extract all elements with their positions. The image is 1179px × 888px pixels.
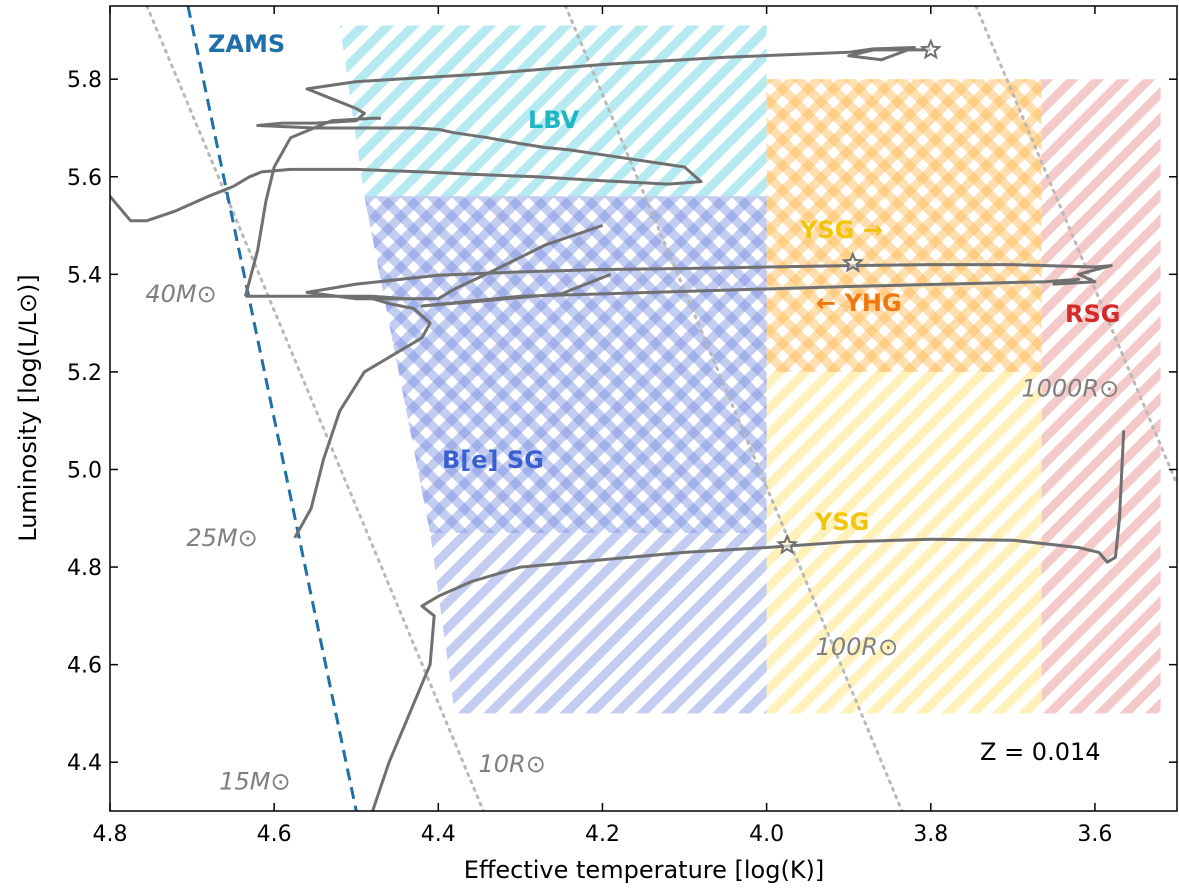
region-label-be-sg: B[e] SG <box>442 446 544 474</box>
plot-frame <box>109 5 1178 812</box>
x-tick-label: 4.0 <box>749 822 784 847</box>
star-marker <box>776 533 799 555</box>
zams-line <box>186 6 358 811</box>
region-yhg-crosshatch <box>766 79 1042 372</box>
mass-label: 15M⊙ <box>219 768 290 796</box>
track-segment-0 <box>110 46 931 223</box>
x-tick-label: 4.8 <box>93 822 128 847</box>
radius-line-2 <box>974 6 1177 486</box>
x-tick-label: 4.4 <box>421 822 456 847</box>
radius-line-1 <box>564 6 904 811</box>
star-marker <box>841 251 864 273</box>
y-tick-label: 5.8 <box>67 68 102 93</box>
region-label-yhg: ← YHG <box>816 289 902 317</box>
region-label-rsg: RSG <box>1065 300 1120 328</box>
region-label-ysg-upper: YSG → <box>799 216 883 244</box>
y-tick-label: 5.2 <box>67 361 102 386</box>
radius-line-0 <box>145 6 485 811</box>
region-b-e-sg-crosshatch <box>364 196 767 533</box>
radius-label: 10R⊙ <box>479 750 546 778</box>
star-marker <box>919 38 942 60</box>
region-rsg <box>1041 79 1161 714</box>
track-segment-4 <box>293 297 432 539</box>
mass-label: 25M⊙ <box>186 524 257 552</box>
x-tick-label: 3.8 <box>913 822 948 847</box>
y-tick-label: 4.4 <box>67 751 102 776</box>
region-lbv <box>339 25 767 197</box>
radius-label: 100R⊙ <box>816 633 899 661</box>
x-tick-label: 3.6 <box>1077 822 1112 847</box>
track-segment-5 <box>371 430 1126 811</box>
mass-label: 40M⊙ <box>145 280 216 308</box>
y-tick-label: 5.6 <box>67 166 102 191</box>
y-tick-label: 5.4 <box>67 263 102 288</box>
region-ysg <box>766 371 1042 714</box>
x-tick-label: 4.2 <box>585 822 620 847</box>
zams-label: ZAMS <box>208 30 285 58</box>
y-axis-title: Luminosity [log(L/L⊙)] <box>14 274 42 542</box>
region-label-ysg-lower: YSG <box>814 508 869 536</box>
track-segment-2 <box>376 224 603 301</box>
x-tick-label: 4.6 <box>257 822 292 847</box>
track-segment-3 <box>243 116 381 297</box>
region-b-e-sg-lower <box>430 532 767 714</box>
region-label-lbv: LBV <box>528 106 580 134</box>
y-tick-label: 4.8 <box>67 556 102 581</box>
y-tick-label: 4.6 <box>67 654 102 679</box>
radius-label: 1000R⊙ <box>1021 374 1119 402</box>
metallicity-label: Z = 0.014 <box>980 738 1101 766</box>
y-tick-label: 5.0 <box>67 458 102 483</box>
track-segment-1 <box>245 263 1113 308</box>
x-axis-title: Effective temperature [log(K)] <box>464 856 825 884</box>
